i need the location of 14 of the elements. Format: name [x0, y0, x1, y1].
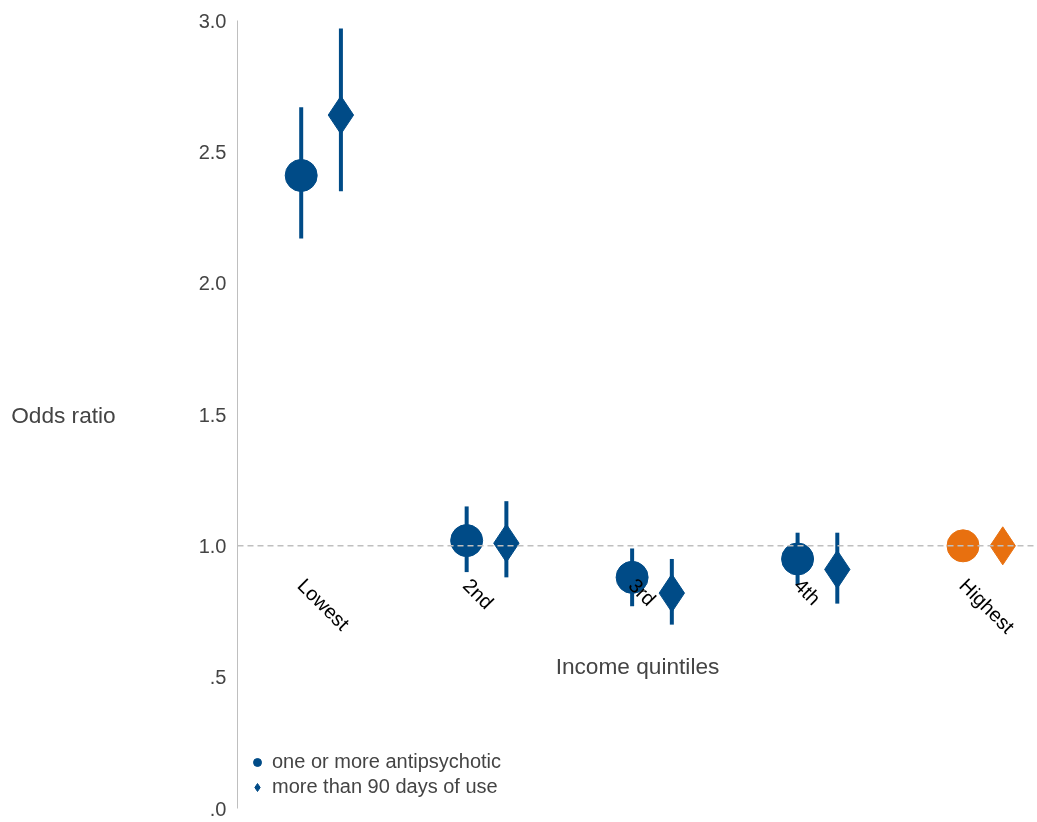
- x-tick-label: 3rd: [624, 574, 661, 611]
- x-tick-label: 4th: [789, 574, 826, 610]
- y-tick-label: 2.5: [198, 140, 227, 163]
- x-tick-label: 2nd: [458, 574, 499, 614]
- y-tick-label: 2.0: [198, 272, 227, 295]
- y-axis-title: Odds ratio: [11, 401, 116, 428]
- legend-label: more than 90 days of use: [272, 775, 498, 798]
- y-tick-label: 1.5: [198, 403, 227, 426]
- legend-label: one or more antipsychotic: [272, 750, 502, 773]
- y-tick-label: .5: [209, 666, 227, 689]
- y-tick-label: 3.0: [198, 9, 227, 32]
- y-tick-label: 1.0: [198, 534, 227, 557]
- y-tick-label: .0: [209, 797, 227, 820]
- x-axis-title: Income quintiles: [555, 652, 720, 679]
